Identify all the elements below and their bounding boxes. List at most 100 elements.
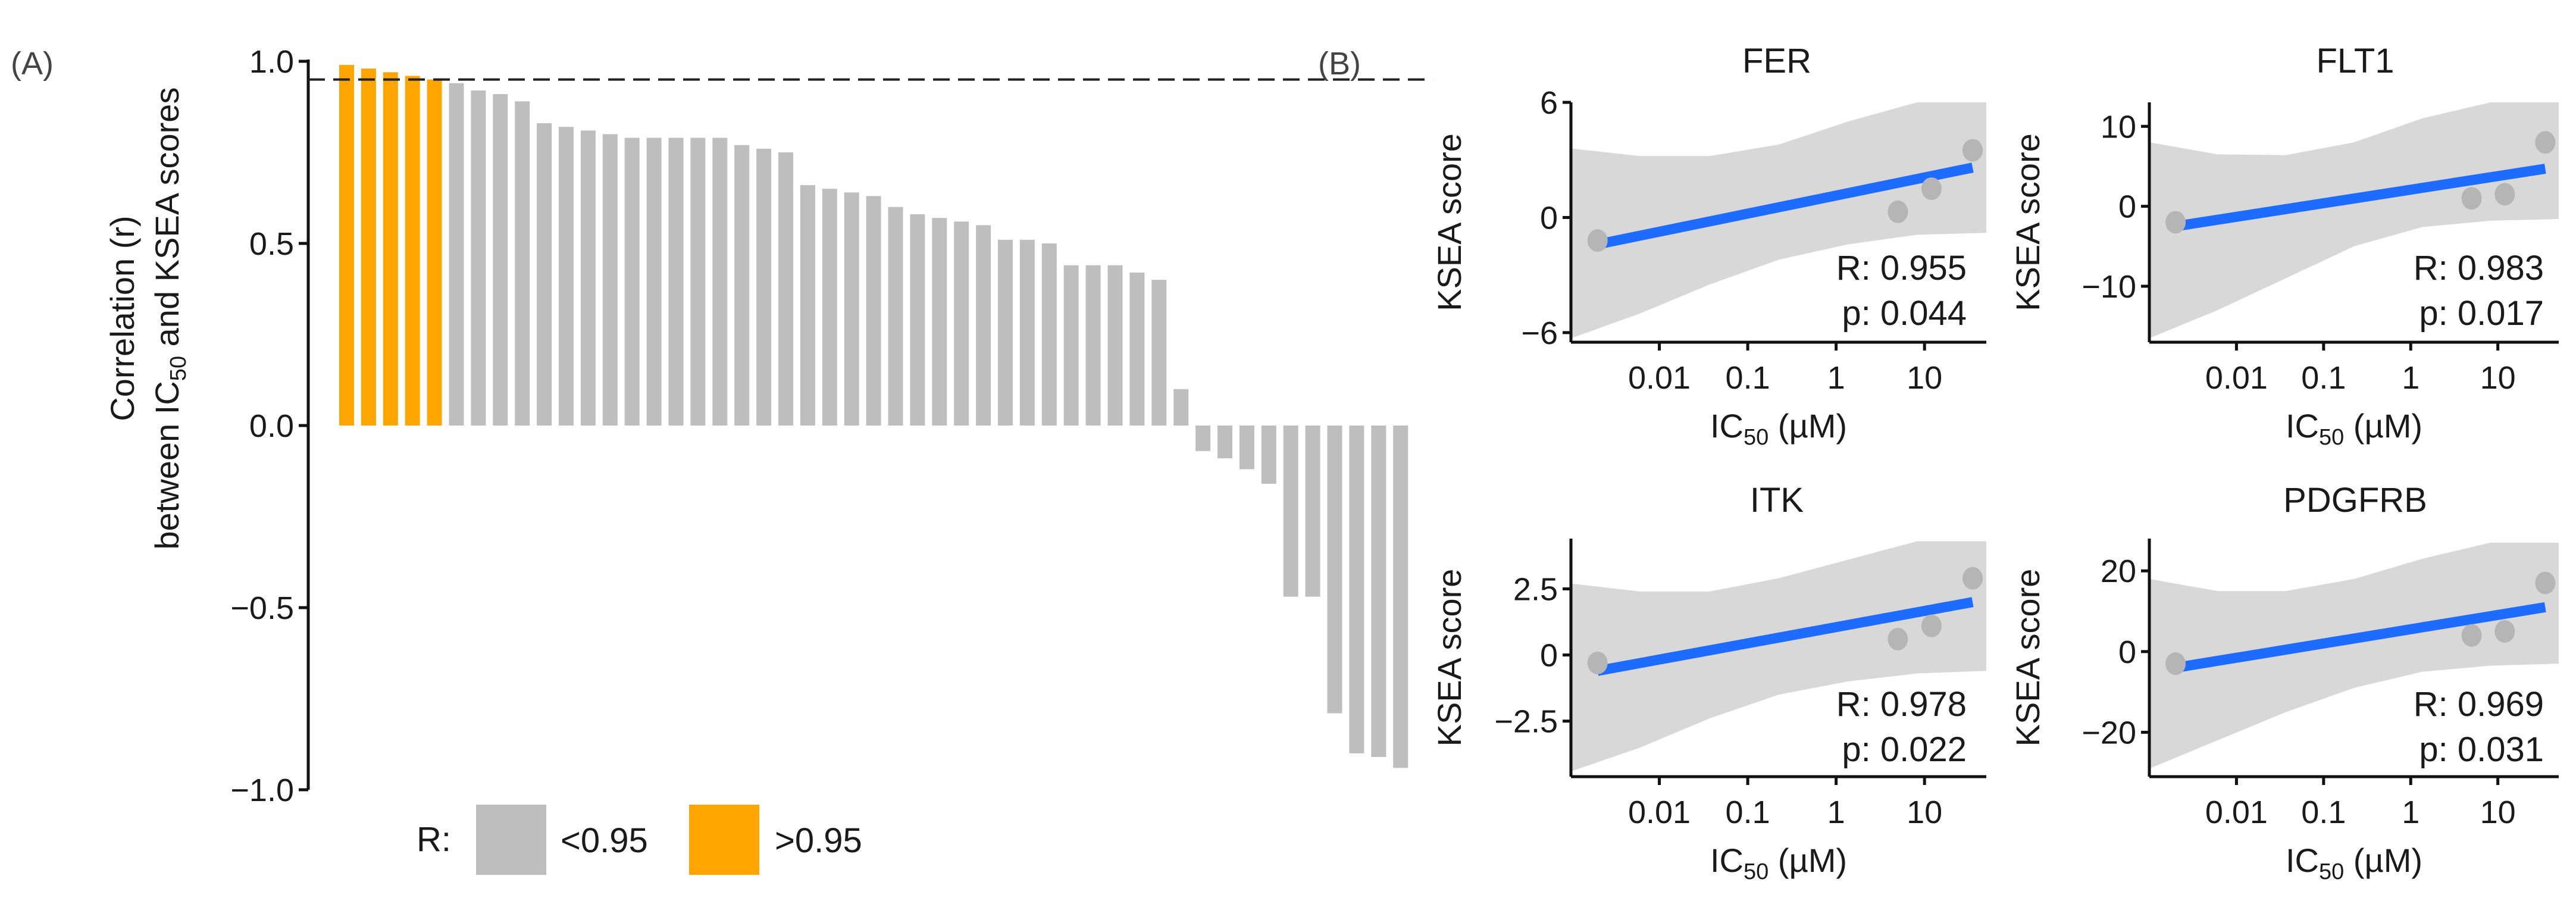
legend-title: R:	[417, 820, 451, 859]
y-axis-title: KSEA score	[1431, 133, 1468, 311]
bar	[1327, 426, 1342, 714]
y-axis-title: KSEA score	[2009, 569, 2046, 747]
y-tick-label: −6	[1521, 315, 1558, 351]
bar	[932, 218, 947, 426]
x-axis-title: IC50 (µM)	[2286, 842, 2422, 884]
bar	[602, 134, 618, 426]
bar	[1151, 280, 1167, 426]
data-point	[2461, 187, 2482, 210]
y-tick-label: 0	[1540, 638, 1558, 674]
bar-chart-y-axis-title: Correlation (r) between IC50 and KSEA sc…	[104, 87, 191, 550]
bar	[954, 221, 969, 426]
y-tick-label: 0	[1540, 200, 1558, 236]
x-axis-title-subscript: 50	[1744, 859, 1769, 884]
bar	[1239, 426, 1254, 470]
bar	[888, 207, 903, 426]
x-axis-title-suffix: (µM)	[1769, 842, 1847, 879]
y-axis-title: KSEA score	[2009, 133, 2046, 311]
bar	[822, 189, 837, 426]
stat-r-value: R: 0.978	[1836, 685, 1967, 724]
y-tick-label: −20	[2082, 715, 2136, 750]
x-tick-label: 1	[2402, 360, 2420, 396]
plot-title: PDGFRB	[2283, 481, 2427, 520]
legend: R: <0.95 >0.95	[417, 805, 862, 875]
y-tick-label: 20	[2101, 553, 2136, 589]
bar	[1305, 426, 1320, 597]
regression-line	[2174, 602, 2546, 673]
x-axis-title-prefix: IC	[1710, 842, 1744, 879]
stat-p-value: p: 0.044	[1842, 294, 1967, 333]
panel-label-a: (A)	[11, 46, 54, 82]
y-axis-title-line2-suffix: and KSEA scores	[148, 87, 186, 356]
bar	[1019, 239, 1035, 426]
bar	[427, 79, 442, 426]
x-axis-title-prefix: IC	[2286, 842, 2319, 879]
data-point	[1921, 614, 1942, 637]
data-point	[2494, 183, 2515, 206]
bar-chart-bars	[339, 65, 1408, 768]
confidence-band	[1571, 541, 1986, 772]
data-point	[1587, 229, 1608, 252]
bar	[1173, 389, 1189, 426]
bar	[1217, 426, 1232, 459]
data-point	[2461, 624, 2482, 647]
data-point	[2535, 131, 2556, 154]
bar	[580, 130, 596, 426]
bar	[1129, 272, 1145, 426]
bar-y-tick-label: −1.0	[230, 772, 294, 808]
x-axis-title-subscript: 50	[2319, 859, 2344, 884]
x-tick-label: 0.1	[1726, 795, 1770, 830]
scatter-plot-itk: −2.5 0 2.5 0.01 0.1 1 10 ITK R: 0.978 p: 0.022 KSE…	[1431, 481, 1986, 884]
x-axis-title-subscript: 50	[1744, 425, 1769, 450]
bar-y-tick-label: 0.0	[249, 408, 294, 444]
bar	[1349, 426, 1364, 753]
scatter-plot-pdgfrb: −20 0 20 0.01 0.1 1 10 PDGFRB R: 0.969 p: 0.031 KS…	[2009, 481, 2559, 884]
bar	[844, 192, 859, 426]
correlation-bar-chart: Correlation (r) between IC50 and KSEA sc…	[104, 44, 1433, 808]
stat-p-value: p: 0.022	[1842, 730, 1967, 769]
bar	[1393, 426, 1408, 768]
bar	[800, 185, 815, 426]
stat-r-value: R: 0.983	[2414, 249, 2544, 287]
bar	[449, 83, 464, 426]
plot-title: FLT1	[2316, 42, 2394, 80]
y-axis-title-line2-subscript: 50	[166, 356, 191, 381]
bar	[339, 65, 354, 426]
bar-y-tick-label: 1.0	[249, 44, 294, 80]
bar	[690, 137, 706, 426]
legend-swatch-above	[689, 805, 759, 875]
bar	[405, 76, 420, 426]
bar-y-tick-label: 0.5	[249, 226, 294, 262]
panel-label-b: (B)	[1318, 46, 1361, 82]
bar	[1107, 265, 1123, 426]
x-axis-title-suffix: (µM)	[2344, 842, 2422, 879]
regression-line	[1597, 162, 1974, 249]
y-tick-label: 6	[1540, 85, 1558, 121]
x-axis-title-suffix: (µM)	[1769, 407, 1847, 445]
x-axis-title: IC50 (µM)	[2286, 407, 2422, 450]
bar	[1261, 426, 1276, 484]
confidence-band	[2149, 102, 2559, 339]
bar	[1085, 265, 1101, 426]
x-tick-label: 0.01	[2205, 795, 2268, 830]
data-point	[2165, 211, 2186, 234]
x-tick-label: 10	[1907, 360, 1942, 396]
data-point	[1962, 139, 1983, 162]
data-point	[1888, 627, 1908, 650]
stat-p-value: p: 0.031	[2419, 730, 2544, 769]
bar	[1041, 243, 1057, 426]
data-point	[2165, 652, 2186, 675]
y-tick-label: −10	[2082, 269, 2136, 305]
x-tick-label: 0.1	[1726, 360, 1770, 396]
x-axis-title-prefix: IC	[2286, 407, 2319, 445]
bar	[866, 196, 881, 426]
x-tick-label: 0.01	[1628, 795, 1691, 830]
x-axis-title: IC50 (µM)	[1710, 407, 1847, 450]
scatter-plot-fer: −6 0 6 0.01 0.1 1 10 FER R: 0.955 p: 0.044 KSEA sc…	[1431, 42, 1986, 450]
bar	[471, 90, 486, 426]
y-axis-title: KSEA score	[1431, 569, 1468, 747]
stat-r-value: R: 0.969	[2414, 685, 2544, 724]
bar-chart-y-axis: −1.0 −0.5 0.0 0.5 1.0	[230, 44, 310, 808]
bar	[537, 123, 552, 426]
